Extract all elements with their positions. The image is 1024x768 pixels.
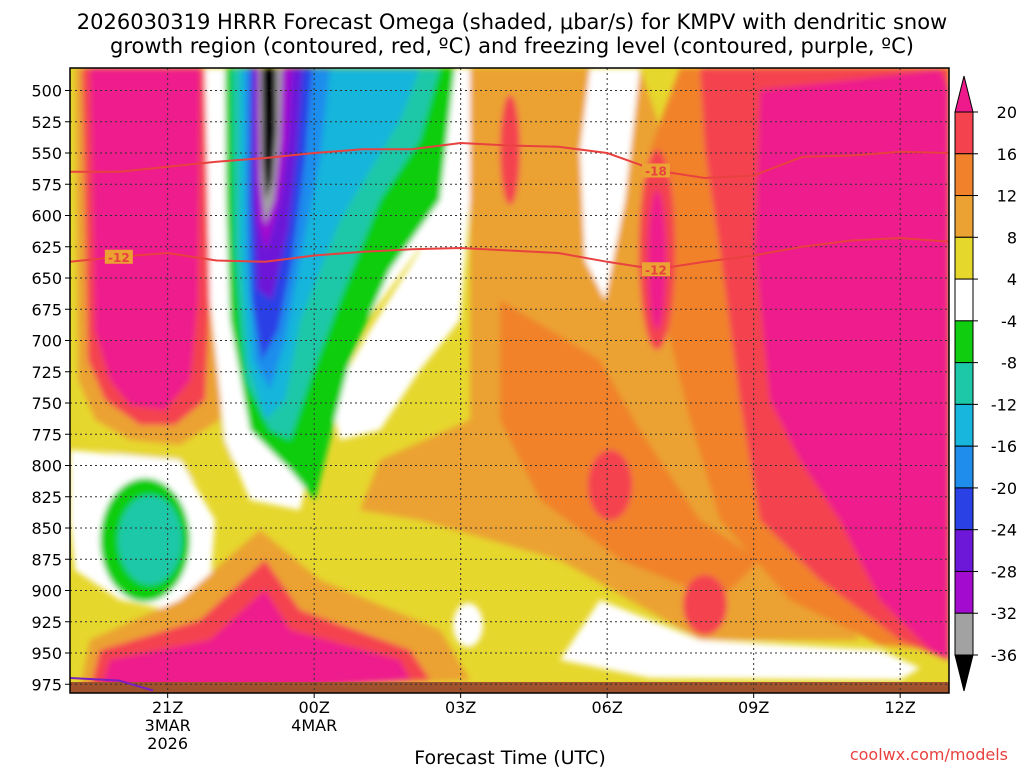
- contour-label-bg: [104, 249, 133, 264]
- colorbar-swatch: [954, 529, 974, 572]
- x-tick-label: 21Z: [152, 698, 183, 717]
- omega-cell-teal-lower-left: [118, 495, 182, 585]
- y-tick-label: 900: [31, 582, 62, 601]
- colorbar-label: -36: [991, 646, 1017, 665]
- chart-title-line1: 2026030319 HRRR Forecast Omega (shaded, …: [77, 10, 947, 34]
- x-tick-label: 06Z: [592, 698, 623, 717]
- y-tick-label: 950: [31, 644, 62, 663]
- colorbar-swatch: [954, 278, 974, 322]
- contour-label: -18: [645, 165, 667, 179]
- colorbar-label: -16: [991, 437, 1017, 456]
- colorbar-label: -8: [1001, 354, 1017, 373]
- colorbar-label: -24: [991, 521, 1017, 540]
- plot-frame: [69, 67, 950, 694]
- omega-region-black: [262, 68, 276, 200]
- y-tick-label: 500: [31, 82, 62, 101]
- contour-line: [70, 677, 154, 692]
- x-tick-label: 3MAR: [145, 716, 191, 735]
- contour-label: -12: [108, 251, 130, 265]
- x-tick-label: 03Z: [445, 698, 476, 717]
- y-tick-label: 750: [31, 394, 62, 413]
- colorbar-swatch: [954, 403, 974, 447]
- contour-line: [70, 141, 949, 180]
- colorbar-label: 12: [997, 187, 1017, 206]
- x-tick-label: 2026: [147, 734, 188, 753]
- y-tick-label: 800: [31, 457, 62, 476]
- contour-label: -12: [645, 263, 667, 277]
- y-tick-label: 825: [31, 488, 62, 507]
- y-tick-label: 525: [31, 113, 62, 132]
- omega-region-magenta-left: [90, 68, 200, 410]
- omega-cell-white-03z-low: [453, 603, 483, 647]
- colorbar-label: -28: [991, 562, 1017, 581]
- x-tick-label: 12Z: [885, 698, 916, 717]
- colorbar-label: 16: [997, 145, 1017, 164]
- colorbar-swatch: [954, 487, 974, 531]
- colorbar-swatch: [954, 320, 974, 364]
- colorbar-label: 4: [1007, 270, 1017, 289]
- omega-region-orange-center: [500, 300, 760, 600]
- x-tick-label: 09Z: [738, 698, 769, 717]
- omega-region-magenta-low: [100, 590, 410, 690]
- colorbar-swatch: [954, 612, 974, 656]
- y-tick-label: 650: [31, 269, 62, 288]
- y-tick-label: 975: [31, 675, 62, 694]
- y-tick-label: 775: [31, 425, 62, 444]
- y-tick-label: 575: [31, 175, 62, 194]
- omega-region-magenta-right: [755, 70, 949, 660]
- y-tick-label: 700: [31, 332, 62, 351]
- colorbar-bottom-arrow: [954, 654, 974, 692]
- omega-region-white-lower-center: [560, 600, 920, 680]
- contour-label-bg: [642, 262, 670, 277]
- colorbar-label: 20: [997, 103, 1017, 122]
- colorbar-swatch: [954, 111, 974, 155]
- colorbar-label: -12: [991, 395, 1017, 414]
- colorbar-swatch: [954, 570, 974, 614]
- y-tick-label: 925: [31, 613, 62, 632]
- y-tick-label: 875: [31, 550, 62, 569]
- x-axis-label: Forecast Time (UTC): [414, 747, 605, 768]
- x-tick-label: 00Z: [299, 698, 330, 717]
- x-tick-label: 4MAR: [291, 716, 337, 735]
- y-tick-label: 675: [31, 300, 62, 319]
- colorbar-swatch: [954, 236, 974, 280]
- temperature-contours: -12 -12 -18: [70, 141, 949, 692]
- colorbar-label: -4: [1001, 312, 1017, 331]
- omega-cell-red-0800z: [683, 575, 727, 635]
- colorbar-label: -20: [991, 479, 1017, 498]
- y-tick-label: 550: [31, 144, 62, 163]
- y-tick-label: 625: [31, 238, 62, 257]
- colorbar-swatch: [954, 153, 974, 197]
- credit-text: coolwx.com/models: [850, 745, 1008, 764]
- colorbar-label: -32: [991, 604, 1017, 623]
- terrain-surface: [70, 682, 949, 693]
- pressure-axis: 500 525 550 575 600 625 650 675 700 725 750 775 800 8…: [31, 82, 70, 694]
- contour-label-bg: [642, 163, 670, 178]
- colorbar: 20 16 12 8 4 -4 -8 -12 -16 -20 -24 -28 -32 -36: [954, 75, 1017, 692]
- colorbar-swatch: [954, 362, 974, 405]
- colorbar-swatch: [954, 445, 974, 489]
- y-tick-label: 850: [31, 519, 62, 538]
- omega-cell-red-0600z: [588, 450, 632, 520]
- y-tick-label: 725: [31, 363, 62, 382]
- colorbar-top-arrow: [954, 75, 974, 113]
- omega-cell-red-0330z: [500, 95, 520, 205]
- chart-title-line2: growth region (contoured, red, ºC) and f…: [110, 34, 914, 58]
- grid-lines: [70, 68, 949, 693]
- y-tick-label: 600: [31, 207, 62, 226]
- plot-area: -12 -12 -18: [70, 68, 949, 693]
- omega-cell-magenta-0630z: [648, 190, 666, 330]
- contour-line: [70, 236, 949, 271]
- colorbar-label: 8: [1007, 228, 1017, 247]
- colorbar-swatch: [954, 195, 974, 238]
